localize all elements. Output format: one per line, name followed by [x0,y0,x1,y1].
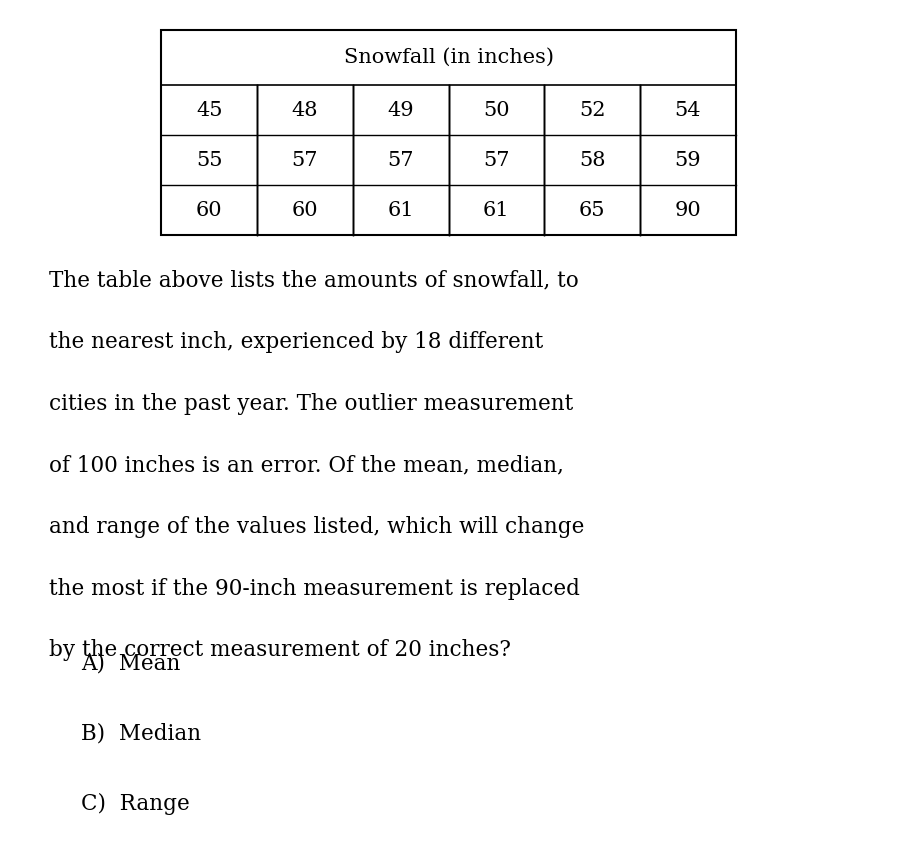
Text: The table above lists the amounts of snowfall, to: The table above lists the amounts of sno… [49,270,579,292]
Text: by the correct measurement of 20 inches?: by the correct measurement of 20 inches? [49,639,511,662]
Text: 45: 45 [196,101,222,120]
Text: 58: 58 [579,151,605,169]
Text: B)  Median: B) Median [81,722,201,745]
Text: 61: 61 [388,201,414,220]
Text: A)  Mean: A) Mean [81,652,180,675]
Text: 65: 65 [579,201,605,220]
Text: 59: 59 [675,151,701,169]
Text: cities in the past year. The outlier measurement: cities in the past year. The outlier mea… [49,393,573,415]
Text: 57: 57 [483,151,509,169]
Text: 55: 55 [196,151,222,169]
Text: and range of the values listed, which will change: and range of the values listed, which wi… [49,516,585,538]
Text: 50: 50 [483,101,509,120]
Text: 60: 60 [196,201,222,220]
Text: 90: 90 [675,201,701,220]
Text: the nearest inch, experienced by 18 different: the nearest inch, experienced by 18 diff… [49,331,544,354]
Text: the most if the 90-inch measurement is replaced: the most if the 90-inch measurement is r… [49,578,580,600]
Text: Snowfall (in inches): Snowfall (in inches) [344,48,553,67]
Text: 57: 57 [292,151,318,169]
Text: 48: 48 [292,101,318,120]
Text: 52: 52 [579,101,605,120]
Text: 61: 61 [483,201,509,220]
Text: 60: 60 [292,201,318,220]
Text: 57: 57 [388,151,414,169]
Text: of 100 inches is an error. Of the mean, median,: of 100 inches is an error. Of the mean, … [49,455,564,477]
Text: C)  Range: C) Range [81,793,189,815]
Text: 54: 54 [675,101,701,120]
Text: 49: 49 [388,101,414,120]
